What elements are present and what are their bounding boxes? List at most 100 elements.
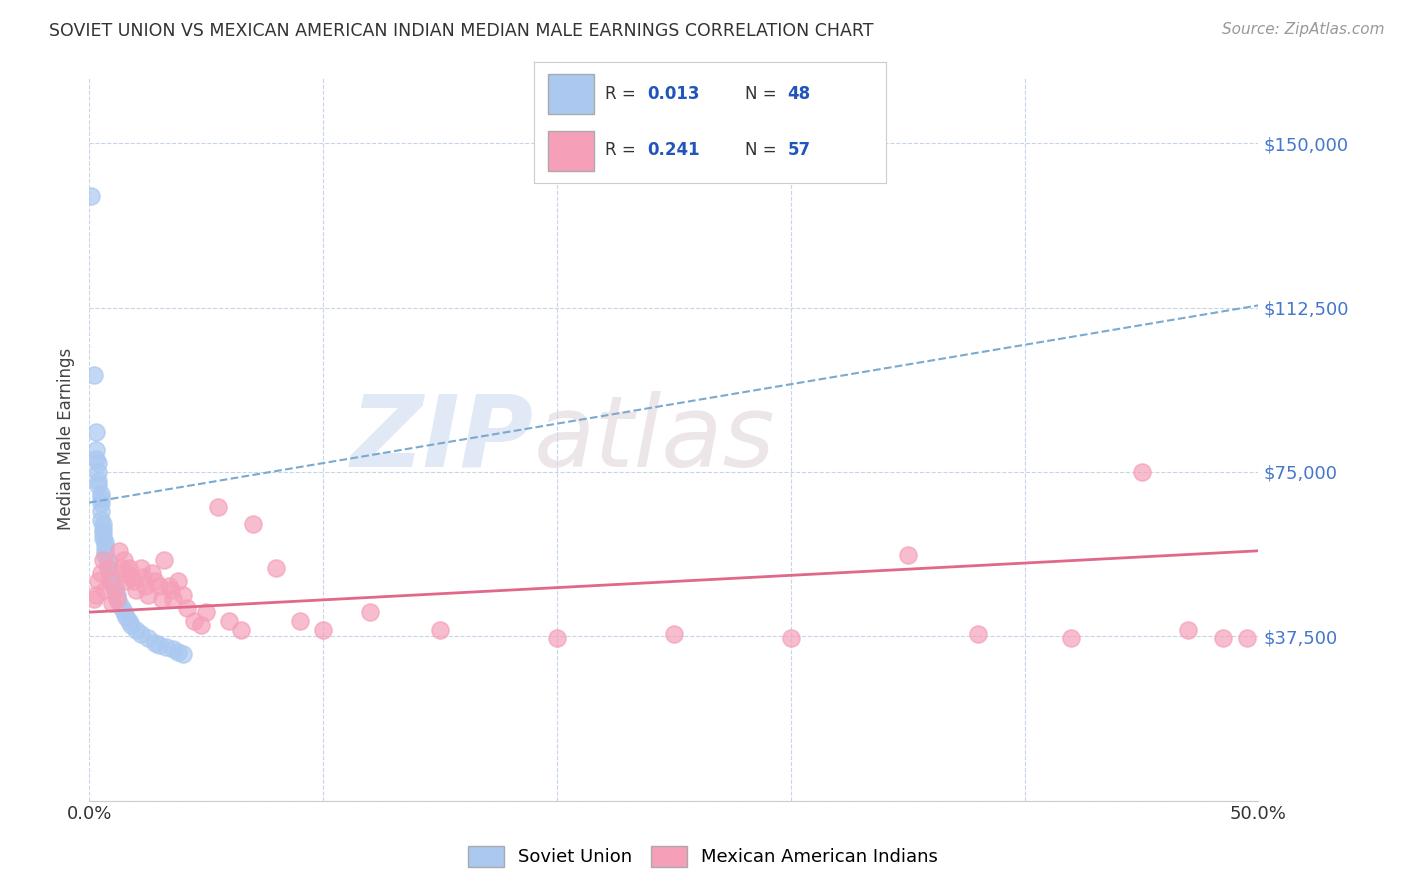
Point	[84, 425, 107, 440]
Point	[162, 592, 184, 607]
Point	[108, 543, 131, 558]
Point	[1177, 623, 1199, 637]
Point	[87, 574, 110, 589]
Point	[87, 478, 110, 492]
Point	[155, 640, 177, 655]
Point	[143, 574, 166, 589]
Point	[90, 504, 112, 518]
Text: R =: R =	[605, 141, 641, 160]
Point	[104, 579, 127, 593]
Point	[153, 552, 176, 566]
Point	[172, 647, 194, 661]
FancyBboxPatch shape	[548, 131, 593, 171]
Point	[172, 588, 194, 602]
Point	[359, 605, 381, 619]
Point	[104, 583, 127, 598]
Point	[134, 579, 156, 593]
Point	[546, 632, 568, 646]
Point	[101, 596, 124, 610]
FancyBboxPatch shape	[548, 75, 593, 114]
Point	[150, 592, 173, 607]
Point	[429, 623, 451, 637]
Text: 48: 48	[787, 85, 810, 103]
Point	[115, 574, 138, 589]
Point	[90, 566, 112, 580]
Point	[105, 588, 128, 602]
Point	[108, 596, 131, 610]
Point	[90, 513, 112, 527]
Point	[94, 543, 117, 558]
Point	[167, 574, 190, 589]
Point	[136, 632, 159, 646]
Point	[91, 552, 114, 566]
Point	[91, 526, 114, 541]
Text: R =: R =	[605, 85, 641, 103]
Point	[966, 627, 988, 641]
Point	[141, 566, 163, 580]
Point	[97, 561, 120, 575]
Point	[105, 592, 128, 607]
Point	[148, 638, 170, 652]
Point	[1060, 632, 1083, 646]
Point	[94, 535, 117, 549]
Text: SOVIET UNION VS MEXICAN AMERICAN INDIAN MEDIAN MALE EARNINGS CORRELATION CHART: SOVIET UNION VS MEXICAN AMERICAN INDIAN …	[49, 22, 873, 40]
Point	[1212, 632, 1234, 646]
Text: N =: N =	[745, 141, 782, 160]
Text: 57: 57	[787, 141, 810, 160]
Point	[897, 548, 920, 562]
Point	[112, 605, 135, 619]
Text: N =: N =	[745, 85, 782, 103]
Point	[207, 500, 229, 514]
Y-axis label: Median Male Earnings: Median Male Earnings	[58, 348, 75, 530]
Point	[148, 579, 170, 593]
Point	[112, 552, 135, 566]
Point	[87, 456, 110, 470]
Point	[87, 465, 110, 479]
Text: 0.013: 0.013	[647, 85, 699, 103]
Point	[97, 557, 120, 571]
Point	[118, 561, 141, 575]
Point	[288, 614, 311, 628]
Point	[157, 579, 180, 593]
Point	[1130, 465, 1153, 479]
Point	[312, 623, 335, 637]
Point	[84, 588, 107, 602]
Text: Source: ZipAtlas.com: Source: ZipAtlas.com	[1222, 22, 1385, 37]
Point	[83, 368, 105, 383]
Point	[779, 632, 801, 646]
Point	[105, 590, 128, 604]
Point	[91, 517, 114, 532]
Point	[1236, 632, 1258, 646]
Point	[98, 570, 121, 584]
Point	[97, 552, 120, 566]
Point	[136, 588, 159, 602]
Point	[242, 517, 264, 532]
Point	[129, 561, 152, 575]
Point	[91, 531, 114, 545]
Point	[111, 561, 134, 575]
Point	[90, 487, 112, 501]
Point	[101, 574, 124, 589]
Text: atlas: atlas	[533, 391, 775, 488]
Point	[90, 491, 112, 506]
Point	[115, 609, 138, 624]
Point	[264, 561, 287, 575]
Point	[104, 583, 127, 598]
Point	[218, 614, 240, 628]
Point	[84, 451, 107, 466]
Point	[122, 574, 145, 589]
Point	[87, 474, 110, 488]
Point	[83, 592, 105, 607]
Point	[94, 583, 117, 598]
Point	[98, 566, 121, 580]
Point	[90, 495, 112, 509]
Point	[80, 188, 103, 202]
Point	[125, 583, 148, 598]
Point	[94, 548, 117, 562]
Point	[183, 614, 205, 628]
Point	[162, 642, 184, 657]
Point	[190, 618, 212, 632]
Point	[118, 614, 141, 628]
Point	[125, 623, 148, 637]
Point	[167, 644, 190, 658]
